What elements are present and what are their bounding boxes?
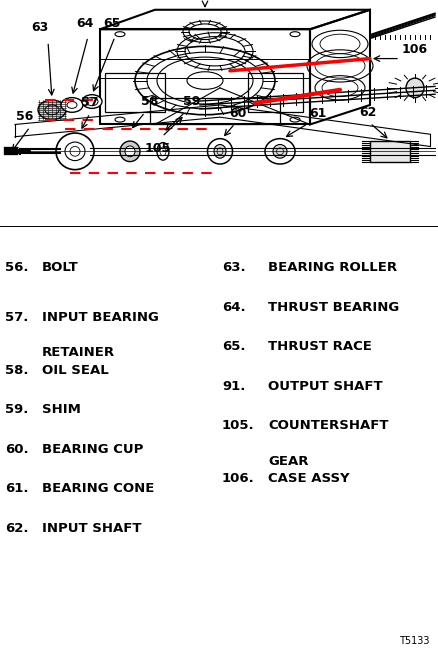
Ellipse shape	[265, 138, 294, 164]
Text: INPUT SHAFT: INPUT SHAFT	[42, 522, 141, 535]
Ellipse shape	[61, 98, 83, 112]
Text: 65.: 65.	[222, 340, 245, 353]
Text: 59: 59	[183, 95, 200, 108]
Text: 105: 105	[145, 142, 171, 155]
Text: OUTPUT SHAFT: OUTPUT SHAFT	[267, 380, 382, 393]
Text: 105.: 105.	[222, 419, 254, 432]
Bar	[150, 98, 279, 125]
Ellipse shape	[157, 142, 169, 160]
Text: 61.: 61.	[5, 482, 28, 495]
Text: RETAINER: RETAINER	[42, 346, 115, 359]
Ellipse shape	[120, 141, 140, 161]
Text: COUNTERSHAFT: COUNTERSHAFT	[267, 419, 388, 432]
Text: 64: 64	[76, 17, 93, 30]
Ellipse shape	[38, 100, 66, 119]
Text: 56.: 56.	[5, 261, 28, 274]
Text: 59.: 59.	[5, 403, 28, 417]
Text: 91: 91	[196, 0, 213, 1]
Bar	[369, 140, 409, 162]
Text: T5133: T5133	[399, 636, 429, 646]
Bar	[105, 73, 165, 112]
Text: GEAR: GEAR	[267, 455, 308, 468]
Text: 60.: 60.	[5, 443, 28, 456]
Text: BOLT: BOLT	[42, 261, 78, 274]
Ellipse shape	[125, 146, 135, 157]
Ellipse shape	[207, 138, 232, 164]
Text: 64.: 64.	[222, 300, 245, 314]
Text: 58.: 58.	[5, 364, 28, 377]
Text: 58: 58	[141, 95, 158, 108]
Text: 56: 56	[16, 110, 34, 123]
Text: 106: 106	[401, 43, 427, 56]
Text: THRUST BEARING: THRUST BEARING	[267, 300, 398, 314]
Text: 106.: 106.	[222, 472, 254, 485]
Text: 60: 60	[229, 107, 246, 119]
Text: CASE ASSY: CASE ASSY	[267, 472, 349, 485]
Text: 57.: 57.	[5, 310, 28, 323]
Text: 62.: 62.	[5, 522, 28, 535]
Text: 62: 62	[358, 106, 376, 119]
Ellipse shape	[56, 133, 94, 170]
Ellipse shape	[272, 144, 286, 158]
Text: BEARING ROLLER: BEARING ROLLER	[267, 261, 396, 274]
Bar	[247, 73, 302, 112]
Ellipse shape	[213, 144, 226, 158]
Text: 65: 65	[103, 17, 120, 30]
Text: 61: 61	[309, 107, 326, 119]
Text: 57: 57	[81, 96, 99, 110]
Text: THRUST RACE: THRUST RACE	[267, 340, 371, 353]
Ellipse shape	[405, 78, 423, 98]
Text: INPUT BEARING: INPUT BEARING	[42, 310, 159, 323]
Text: 63: 63	[31, 21, 49, 34]
Text: 63.: 63.	[222, 261, 245, 274]
Text: BEARING CUP: BEARING CUP	[42, 443, 143, 456]
Text: BEARING CONE: BEARING CONE	[42, 482, 154, 495]
Text: OIL SEAL: OIL SEAL	[42, 364, 109, 377]
Text: SHIM: SHIM	[42, 403, 81, 417]
Text: 91.: 91.	[222, 380, 245, 393]
Ellipse shape	[82, 94, 102, 108]
